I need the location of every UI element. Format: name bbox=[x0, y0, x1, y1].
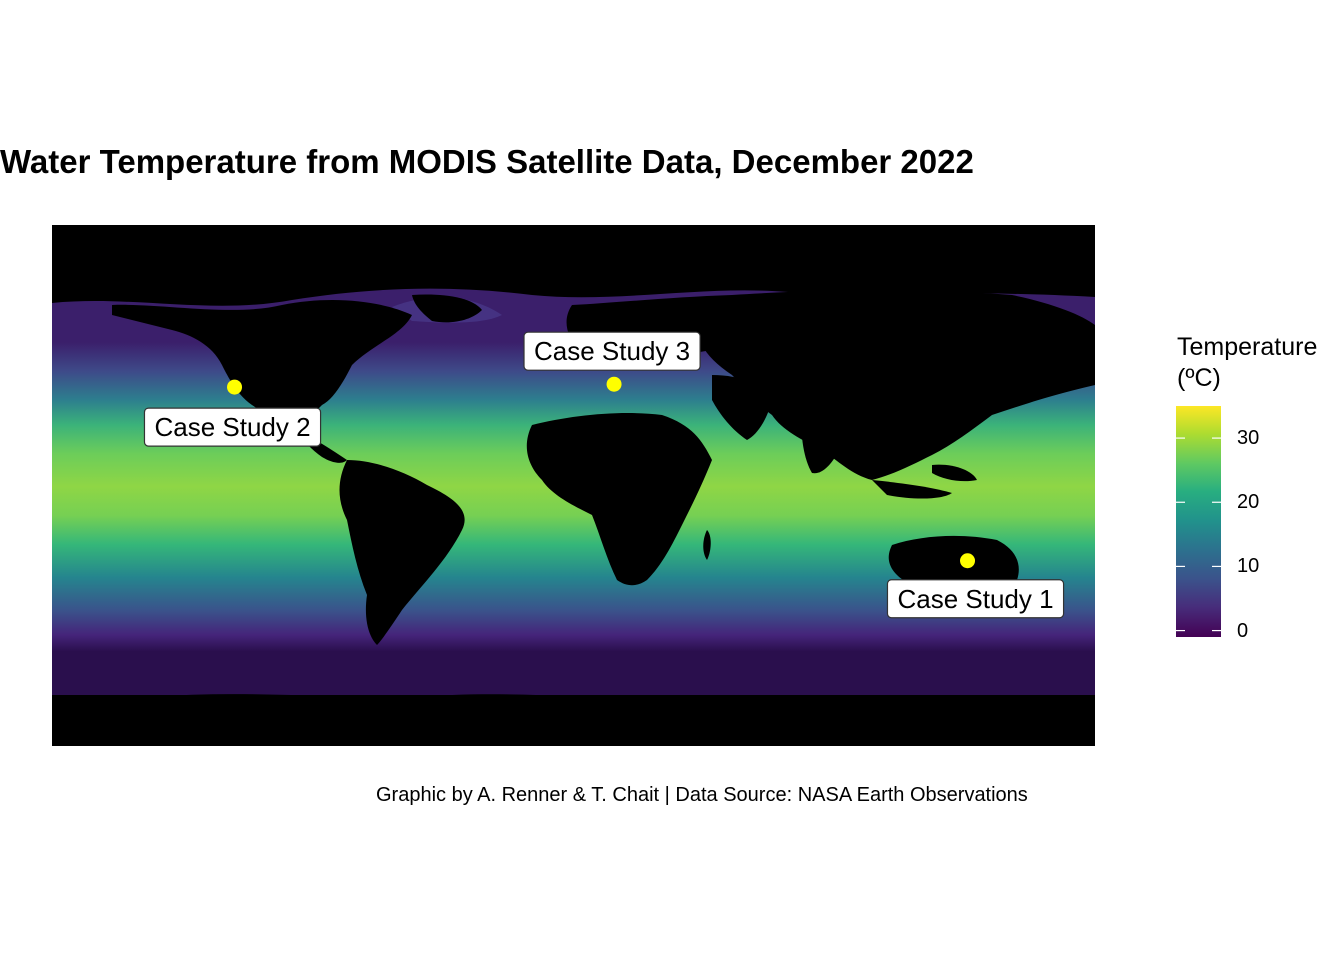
legend-colorbar bbox=[1176, 406, 1221, 637]
sea-temperature-map: Case Study 1 Case Study 2 Case Study 3 bbox=[52, 225, 1095, 746]
legend-title: Temperature (ºC) bbox=[1177, 332, 1317, 394]
case-study-label: Case Study 3 bbox=[534, 336, 690, 366]
caption: Graphic by A. Renner & T. Chait | Data S… bbox=[376, 784, 1028, 806]
case-study-point bbox=[227, 379, 243, 395]
case-study-label: Case Study 1 bbox=[897, 584, 1053, 614]
legend-title-line2: (ºC) bbox=[1177, 364, 1221, 392]
case-study-label-box bbox=[143, 407, 322, 447]
case-study-label-box bbox=[886, 579, 1065, 619]
map-title: Water Temperature from MODIS Satellite D… bbox=[0, 143, 974, 180]
legend-tick-label: 30 bbox=[1237, 427, 1260, 450]
case-study-point bbox=[606, 376, 622, 392]
case-study-label-box bbox=[523, 331, 701, 371]
case-study-label: Case Study 2 bbox=[154, 412, 310, 442]
legend-tick-label: 10 bbox=[1237, 555, 1260, 578]
legend-tick-marks bbox=[1176, 437, 1221, 632]
legend-title-line1: Temperature bbox=[1177, 333, 1318, 361]
legend-tick-label: 20 bbox=[1237, 491, 1260, 514]
case-study-markers: Case Study 1 Case Study 2 Case Study 3 bbox=[143, 331, 1065, 619]
map-svg: Case Study 1 Case Study 2 Case Study 3 bbox=[52, 288, 1095, 746]
land-masses bbox=[52, 290, 1095, 746]
case-study-point bbox=[960, 553, 976, 569]
legend-tick-label: 0 bbox=[1237, 619, 1249, 642]
